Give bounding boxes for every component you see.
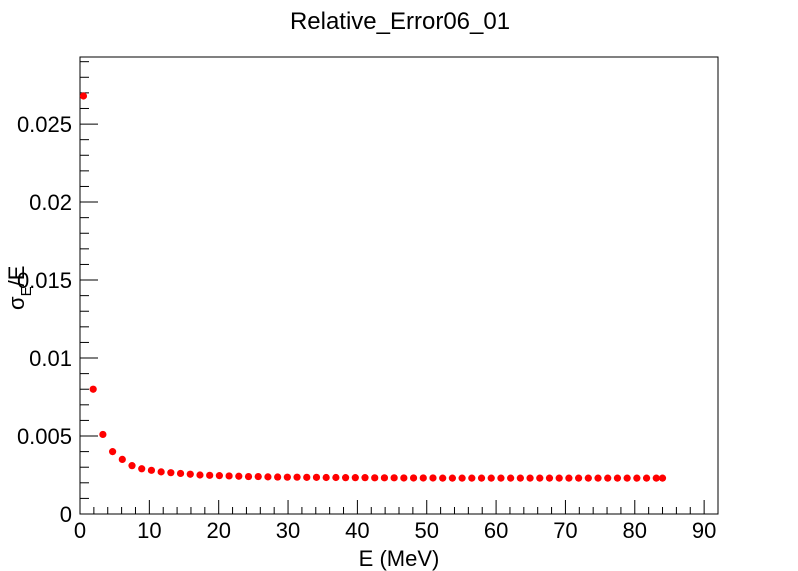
- data-point: [468, 474, 476, 482]
- data-point: [225, 472, 233, 480]
- data-point: [206, 471, 214, 479]
- data-point: [351, 474, 359, 482]
- data-point: [147, 466, 156, 474]
- data-point: [322, 473, 330, 482]
- data-point: [293, 473, 301, 481]
- data-point: [642, 474, 651, 482]
- data-point: [186, 470, 194, 478]
- x-tick-label: 50: [414, 518, 438, 543]
- data-point: [594, 474, 602, 482]
- data-point: [565, 474, 573, 482]
- x-tick-label: 80: [623, 518, 647, 543]
- data-point: [342, 474, 350, 482]
- data-point: [254, 472, 262, 481]
- data-point: [516, 474, 524, 482]
- x-tick-label: 40: [345, 518, 369, 543]
- data-points: [79, 92, 667, 482]
- x-tick-label: 30: [276, 518, 300, 543]
- y-axis-suffix: /E: [4, 266, 29, 287]
- data-point: [448, 474, 456, 482]
- data-point: [138, 465, 146, 473]
- data-point: [89, 385, 97, 393]
- data-point: [128, 462, 136, 470]
- x-axis-tick-labels: 0 10 20 30 40 50 60 70 80 90: [74, 518, 716, 543]
- x-axis-title: E (MeV): [359, 546, 440, 571]
- y-axis-subscript: E: [18, 286, 35, 296]
- data-point: [555, 474, 563, 482]
- data-point: [157, 468, 165, 476]
- data-point: [526, 474, 534, 482]
- data-point: [244, 472, 253, 481]
- data-point: [419, 474, 427, 482]
- data-point: [652, 474, 660, 482]
- data-point: [400, 474, 408, 482]
- data-point: [390, 474, 398, 482]
- y-tick-label: 0.01: [29, 346, 72, 371]
- data-point: [371, 474, 379, 482]
- y-axis-tick-labels: 0 0.005 0.01 0.015 0.02 0.025: [17, 112, 72, 527]
- y-tick-label: 0: [60, 502, 72, 527]
- data-point: [439, 474, 447, 482]
- data-point: [312, 473, 321, 481]
- data-point: [536, 474, 544, 482]
- data-point: [274, 473, 282, 481]
- y-tick-label: 0.025: [17, 112, 72, 137]
- y-axis-ticks: [80, 61, 98, 515]
- data-point: [623, 474, 631, 482]
- data-point: [108, 448, 117, 456]
- data-point: [303, 473, 311, 481]
- y-tick-label: 0.005: [17, 424, 72, 449]
- y-axis-title: σE/E: [4, 266, 35, 310]
- data-point: [79, 92, 88, 100]
- data-point: [283, 473, 291, 481]
- data-point: [196, 471, 204, 479]
- y-axis-symbol: σ: [4, 296, 29, 310]
- data-point: [575, 474, 583, 482]
- x-axis-ticks: [79, 500, 719, 514]
- data-point: [604, 474, 612, 482]
- data-point: [613, 474, 622, 482]
- data-point: [458, 474, 466, 482]
- data-point: [332, 473, 340, 482]
- data-point: [264, 473, 272, 481]
- data-point: [487, 474, 495, 482]
- plot-frame: [79, 56, 719, 515]
- data-point: [497, 474, 505, 482]
- data-point: [409, 474, 418, 482]
- data-point: [118, 455, 126, 464]
- y-axis-title-symbol: σE/E: [4, 266, 35, 310]
- data-point: [477, 474, 486, 482]
- data-point: [176, 469, 185, 478]
- data-point: [545, 474, 554, 482]
- x-tick-label: 20: [206, 518, 230, 543]
- y-tick-label: 0.02: [29, 190, 72, 215]
- data-point: [658, 474, 667, 482]
- data-point: [167, 469, 175, 477]
- x-tick-label: 0: [74, 518, 86, 543]
- x-tick-label: 90: [692, 518, 716, 543]
- data-point: [429, 474, 437, 482]
- data-point: [235, 472, 243, 480]
- data-point: [584, 474, 592, 482]
- data-point: [215, 472, 223, 480]
- data-point: [633, 474, 641, 482]
- chart-title: Relative_Error06_01: [290, 8, 510, 35]
- x-tick-label: 60: [484, 518, 508, 543]
- data-point: [361, 474, 369, 482]
- data-point: [99, 430, 107, 439]
- x-tick-label: 10: [137, 518, 161, 543]
- data-point: [507, 474, 515, 482]
- x-tick-label: 70: [553, 518, 577, 543]
- data-point: [380, 474, 389, 482]
- y-tick-label: 0.015: [17, 268, 72, 293]
